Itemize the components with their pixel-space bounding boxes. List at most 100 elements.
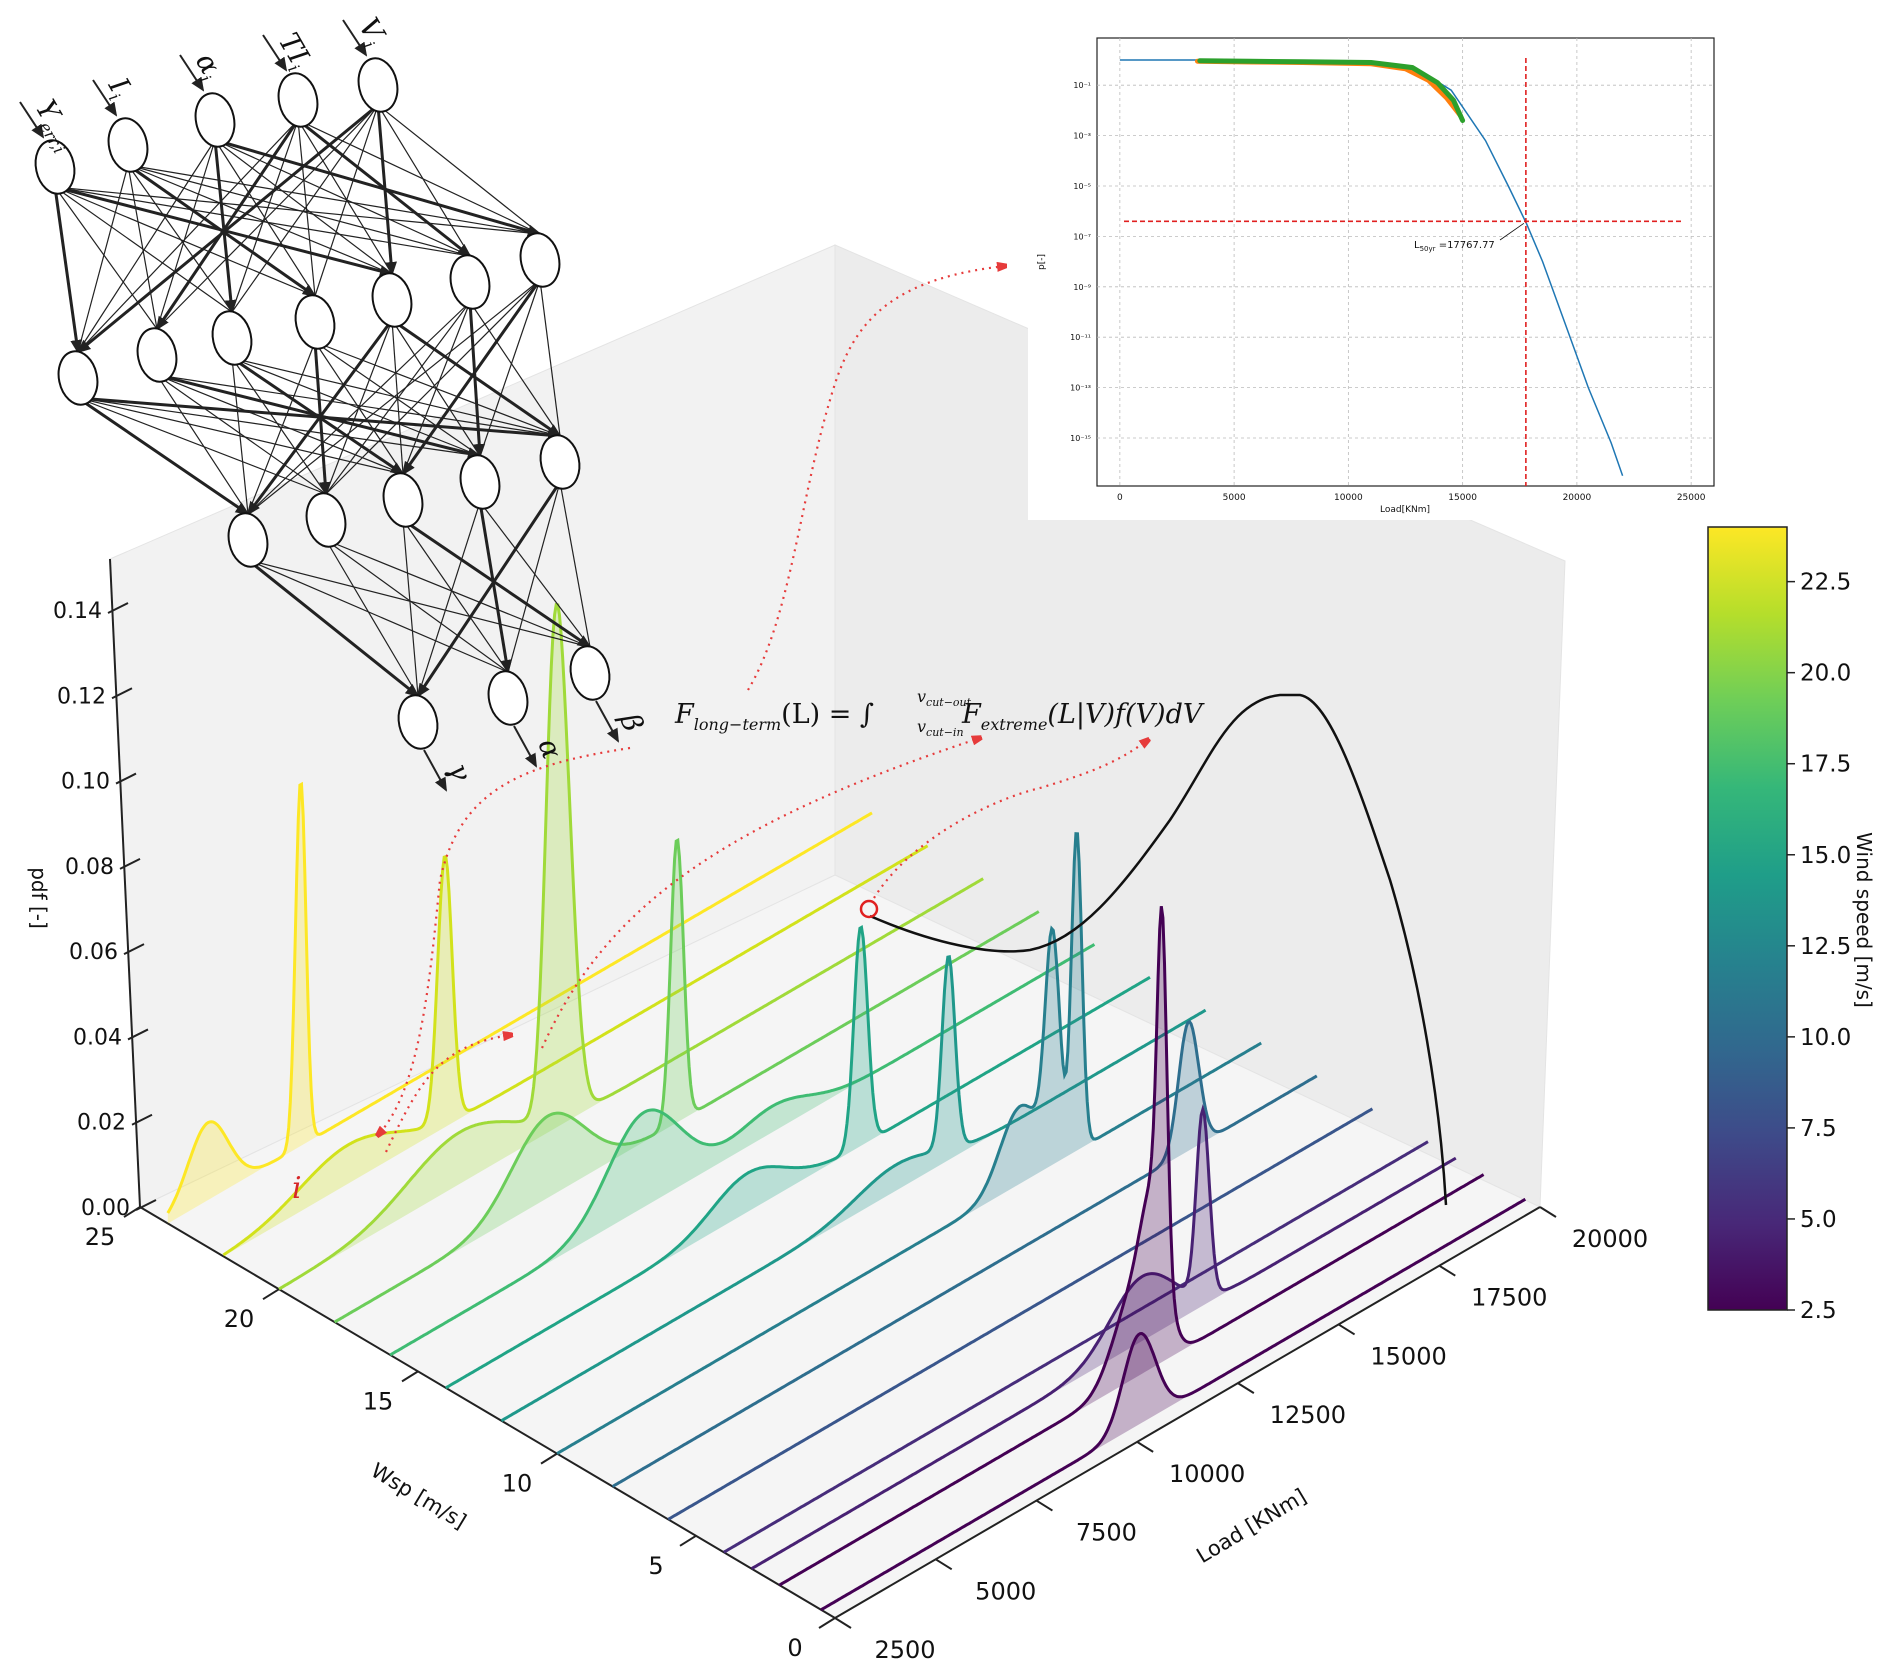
inset-sample-series: [1197, 58, 1466, 123]
z-tick-label: 0.02: [77, 1111, 126, 1136]
ridge-line: [778, 905, 1485, 1587]
eq-lhs-sub: long−term: [694, 715, 781, 734]
nn-edge: [417, 501, 481, 697]
svg-text:Flong−term(L) = ∫: Flong−term(L) = ∫: [674, 699, 874, 734]
wsp-ticks: 0 5 10 15 20 25: [85, 1206, 836, 1662]
load-tick-label: 15000: [1370, 1342, 1446, 1370]
inset-xlabel: Load[KNm]: [1380, 505, 1430, 515]
load-axis-line: [834, 1206, 1541, 1619]
load-ticks: 2500 5000 7500 10000 12500 15000 17500 20000: [834, 1206, 1648, 1664]
wsp-tick-label: 25: [85, 1223, 116, 1251]
nn-edge: [507, 481, 561, 673]
nn-edge: [401, 279, 542, 476]
nn-edge: [468, 301, 486, 458]
load-tick: [1035, 1499, 1053, 1512]
nn-node: [539, 434, 581, 490]
inset-ytick-label: 10⁻¹³: [1070, 384, 1091, 393]
nn-edge: [155, 119, 300, 331]
inset-ytick-label: 10⁻¹: [1073, 81, 1091, 90]
colorbar-ticks: 2.5 5.0 7.5 10.0 12.5 15.0 17.5 20.0 22.5: [1787, 570, 1851, 1324]
curve-start-marker: [859, 899, 879, 919]
ridge-1: [222, 844, 929, 1257]
eq-lhs-main: F: [674, 699, 695, 730]
ridge-line: [820, 1197, 1527, 1612]
ridge-line: [750, 1104, 1457, 1570]
nn-edge: [402, 301, 471, 475]
nn-edge: [77, 396, 250, 516]
eq-rhs-sub: extreme: [981, 715, 1048, 734]
nn-edge: [54, 186, 316, 297]
wsp-tick-label: 5: [648, 1552, 663, 1580]
inset-xtick-label: 25000: [1677, 493, 1706, 503]
eq-lhs-arg: (L) = ∫: [781, 699, 874, 730]
ridge-12: [778, 905, 1485, 1587]
colorbar-tick-label: 22.5: [1800, 570, 1851, 596]
ridge-line: [500, 955, 1207, 1423]
colorbar: 2.5 5.0 7.5 10.0 12.5 15.0 17.5 20.0 22.5 Wind s…: [1707, 526, 1876, 1324]
load-tick-label: 7500: [1076, 1519, 1137, 1547]
connector-curve-to-eq: [873, 740, 1148, 899]
nn-edge: [377, 104, 541, 235]
nn-edge: [214, 138, 542, 237]
nn-edge: [325, 539, 419, 697]
ridge-line: [445, 925, 1151, 1390]
colorbar-tick-label: 17.5: [1800, 752, 1851, 778]
nn-edge: [156, 374, 327, 495]
eq-rhs-rest: (L|V)f(V)dV: [1047, 699, 1204, 730]
wsp-tick: [540, 1452, 558, 1465]
colorbar-tick-label: 5.0: [1800, 1207, 1837, 1233]
nn-input-label: TIi: [269, 27, 318, 75]
inset-ticks: 0 5000 10000 15000 20000 25000 10⁻¹ 10⁻³ 10⁻⁵ 10⁻…: [1070, 81, 1706, 503]
colorbar-tick-label: 7.5: [1800, 1116, 1837, 1142]
wind-speed-pdf-curve: [869, 693, 1448, 1206]
nn-edge: [402, 519, 419, 697]
inset-ytick-label: 10⁻⁵: [1073, 182, 1091, 191]
svg-text:vcut−in: vcut−in: [917, 717, 964, 739]
z-tick-label: 0.12: [57, 684, 106, 709]
load-tick: [1237, 1382, 1255, 1394]
nn-node: [569, 645, 611, 701]
z-tick-label: 0.00: [81, 1196, 130, 1221]
wsp-tick: [123, 1206, 141, 1218]
load-tick: [1338, 1323, 1356, 1336]
nn-node: [107, 117, 149, 173]
nn-edge: [214, 139, 393, 275]
load-tick-label: 5000: [975, 1577, 1036, 1605]
ridge-7: [556, 832, 1262, 1455]
nn-edge: [213, 139, 237, 314]
inset-ylabel: p[-]: [1037, 254, 1047, 270]
nn-node: [294, 294, 336, 350]
z-tick-label: 0.14: [53, 599, 102, 624]
z-tick-label: 0.04: [73, 1025, 122, 1050]
nn-edge: [247, 559, 509, 673]
nn-edge: [247, 558, 420, 698]
z-tick: [123, 943, 145, 956]
ridge-line: [166, 781, 873, 1214]
inset-plot-area: [1096, 37, 1715, 487]
eq-upper-sub: cut−out: [926, 696, 972, 709]
load-tick: [1136, 1441, 1154, 1453]
z-tick: [111, 687, 133, 700]
nn-node: [227, 512, 269, 568]
nn-edge: [391, 319, 404, 475]
nn-output-arrow: [513, 725, 537, 768]
nn-edge: [377, 104, 471, 257]
inset-exceedance-chart: 0 5000 10000 15000 20000 25000 10⁻¹ 10⁻³ 10⁻⁵ 10⁻…: [1028, 22, 1890, 520]
inset-annotation: L50yr =17767.77: [1414, 240, 1495, 253]
eq-rhs-main: F: [961, 699, 982, 730]
nn-input-arrow: [19, 101, 45, 139]
inset-grid: [1097, 38, 1714, 486]
nn-edge: [416, 481, 562, 698]
nn-edge: [156, 374, 249, 515]
ridge-line: [667, 1107, 1374, 1521]
inset-annotation-arrow: [1499, 222, 1525, 241]
load-tick: [834, 1617, 852, 1629]
colorbar-tick-label: 2.5: [1800, 1298, 1837, 1324]
nn-edge: [231, 357, 249, 515]
nn-edge: [478, 501, 512, 674]
ridge-6: [500, 955, 1207, 1423]
connector-ridge-to-eq: [540, 738, 980, 1049]
nn-edge: [539, 279, 561, 437]
colorbar-tick-label: 15.0: [1800, 843, 1851, 869]
colorbar-tick-label: 20.0: [1800, 661, 1851, 687]
